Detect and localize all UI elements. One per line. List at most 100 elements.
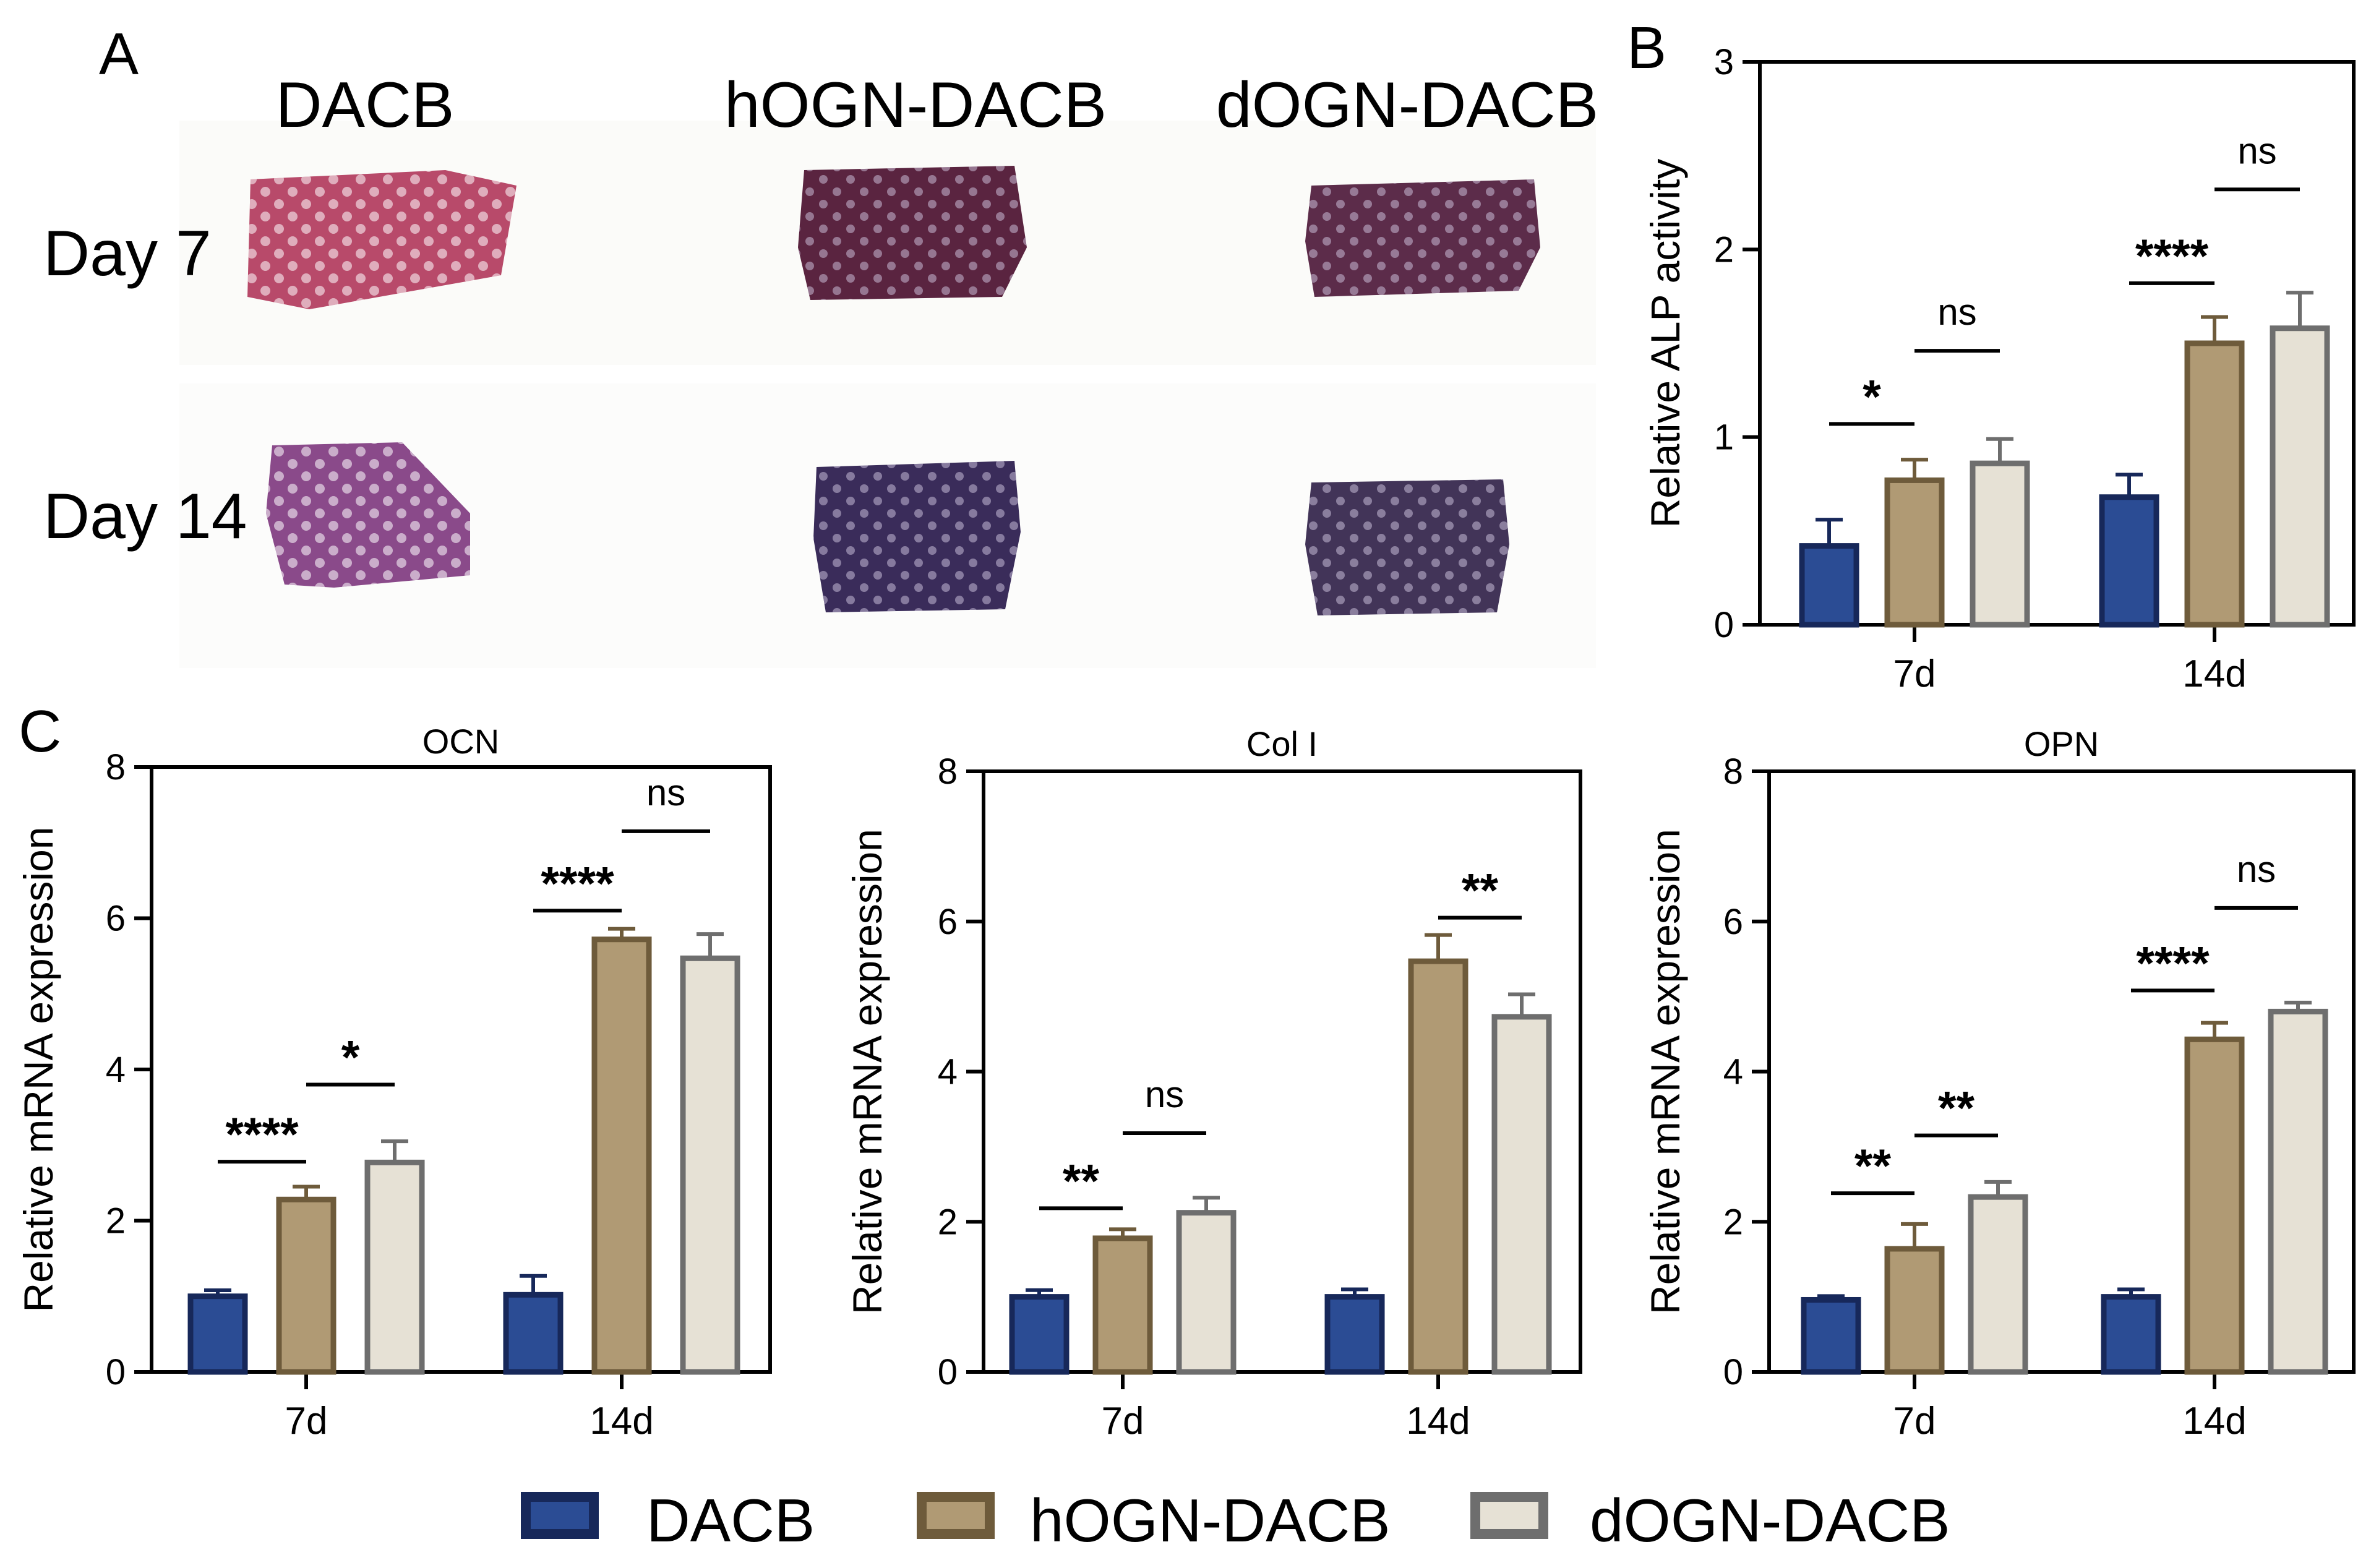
y-tick-label: 3 [1714, 42, 1734, 82]
y-tick-label: 0 [1714, 605, 1734, 645]
bar-dogn-dacb-14d [1491, 1014, 1552, 1375]
bar-dogn-dacb-14d [2268, 1008, 2328, 1375]
bar-dogn-dacb-7d [1968, 1194, 2028, 1375]
bar-hogn-dacb-7d [1884, 477, 1945, 628]
bar-hogn-dacb-7d [276, 1196, 337, 1375]
bar-hogn-dacb-7d [1092, 1235, 1153, 1375]
y-tick-label: 1 [1714, 418, 1734, 458]
bar-dogn-dacb-7d [1970, 460, 2030, 628]
significance-label: ** [1938, 1082, 1975, 1135]
x-tick-label-7d: 7d [1102, 1400, 1144, 1442]
significance-label: * [341, 1031, 360, 1084]
alp-activity-chart: 0 1 2 3 Relative ALP activity 7d 14d * ns **** ns [1642, 42, 2356, 695]
bar-dogn-dacb-14d [2270, 325, 2330, 628]
chart-title-opn: OPN [2024, 724, 2099, 763]
y-tick-label: 6 [1723, 902, 1743, 942]
x-tick-label-14d: 14d [1406, 1400, 1470, 1442]
y-axis-label-col1: Relative mRNA expression [844, 829, 890, 1314]
legend-swatch-dogn-dacb [1470, 1492, 1548, 1539]
x-tick-label-7d: 7d [1893, 1400, 1936, 1442]
bar-dacb-14d [2099, 494, 2159, 628]
y-axis-label-ocn: Relative mRNA expression [15, 827, 61, 1313]
plot-frame-ocn [150, 765, 772, 1374]
bar-hogn-dacb-7d [1884, 1246, 1945, 1375]
significance-label: ns [2237, 130, 2276, 171]
significance-label: **** [2135, 230, 2209, 283]
legend-label-hogn-dacb: hOGN-DACB [1030, 1486, 1391, 1554]
significance-label: * [1863, 371, 1881, 423]
y-tick-label: 8 [106, 747, 126, 787]
y-tick-label: 4 [938, 1052, 958, 1092]
panel-a-label: A [99, 21, 139, 87]
bar-dacb-14d [2101, 1294, 2161, 1375]
bar-hogn-dacb-14d [1408, 958, 1468, 1375]
y-tick-label: 0 [106, 1352, 126, 1392]
panel-b-label: B [1627, 15, 1666, 81]
significance-label: ns [646, 772, 685, 813]
y-tick-label: 2 [106, 1201, 126, 1241]
y-tick-label: 4 [1723, 1052, 1743, 1092]
bar-dacb-14d [1324, 1294, 1385, 1375]
row-title-day7: Day 7 [43, 218, 212, 289]
bar-dogn-dacb-7d [364, 1159, 425, 1375]
legend-label-dogn-dacb: dOGN-DACB [1590, 1486, 1950, 1554]
x-tick-label-14d: 14d [2182, 1400, 2246, 1442]
y-tick-label: 6 [106, 899, 126, 939]
significance-label: ** [1462, 865, 1499, 917]
significance-label: **** [541, 857, 614, 910]
bar-dogn-dacb-7d [1176, 1210, 1237, 1375]
chart-title-col1: Col I [1246, 724, 1318, 763]
y-tick-label: 8 [1723, 752, 1743, 792]
legend-swatch-hogn-dacb [917, 1492, 995, 1539]
column-title-dacb: DACB [276, 69, 455, 141]
y-tick-label: 0 [1723, 1352, 1743, 1392]
y-tick-label: 2 [1723, 1202, 1743, 1242]
legend-swatch-dacb [521, 1492, 599, 1539]
legend-label-dacb: DACB [646, 1486, 815, 1554]
chart-title-ocn: OCN [422, 722, 499, 761]
bar-dacb-7d [1009, 1294, 1070, 1375]
x-tick-label-7d: 7d [285, 1400, 328, 1442]
y-tick-label: 8 [938, 752, 958, 792]
y-tick-label: 2 [1714, 229, 1734, 270]
legend: DACB hOGN-DACB dOGN-DACB [521, 1486, 1950, 1554]
significance-label: ** [1063, 1155, 1100, 1207]
y-axis-label-opn: Relative mRNA expression [1642, 829, 1688, 1314]
bar-dacb-14d [503, 1292, 564, 1375]
scaffold-day14-hogn-dacb [813, 461, 1021, 612]
scaffold-day14-dacb [266, 442, 470, 588]
column-title-hogn-dacb: hOGN-DACB [724, 69, 1107, 141]
bar-dacb-7d [187, 1293, 248, 1375]
bar-hogn-dacb-14d [2184, 340, 2245, 628]
panel-a: A DACB hOGN-DACB dOGN-DACB Day 7 Day 14 [43, 21, 1598, 668]
y-tick-label: 4 [106, 1050, 126, 1090]
bar-dacb-7d [1799, 543, 1859, 628]
bar-hogn-dacb-14d [2184, 1036, 2245, 1375]
significance-label: ns [1145, 1074, 1184, 1115]
y-axis-label-alp: Relative ALP activity [1642, 159, 1688, 528]
row-title-day14: Day 14 [43, 481, 247, 552]
y-tick-label: 0 [938, 1352, 958, 1392]
scaffold-day7-dogn-dacb [1305, 179, 1540, 297]
x-tick-label-14d: 14d [590, 1400, 653, 1442]
x-tick-label-14d: 14d [2182, 653, 2246, 695]
panel-c-label: C [19, 698, 61, 765]
y-tick-label: 6 [938, 902, 958, 942]
significance-label: **** [225, 1108, 299, 1161]
bar-dacb-7d [1801, 1296, 1861, 1375]
scaffold-day7-hogn-dacb [798, 166, 1027, 300]
column-title-dogn-dacb: dOGN-DACB [1216, 69, 1598, 141]
bar-dogn-dacb-14d [680, 955, 740, 1375]
significance-label: ns [1937, 291, 1976, 333]
col1-expression-chart: Col I 0 2 4 6 8 Relative mRNA expression 7d 14d *… [844, 724, 1582, 1442]
y-tick-label: 2 [938, 1202, 958, 1242]
significance-label: ns [2237, 849, 2276, 890]
significance-label: ** [1854, 1140, 1892, 1193]
scaffold-day7-dacb [247, 170, 517, 309]
plot-frame-col1 [982, 769, 1582, 1374]
significance-label: **** [2136, 937, 2210, 990]
x-tick-label-7d: 7d [1893, 653, 1936, 695]
